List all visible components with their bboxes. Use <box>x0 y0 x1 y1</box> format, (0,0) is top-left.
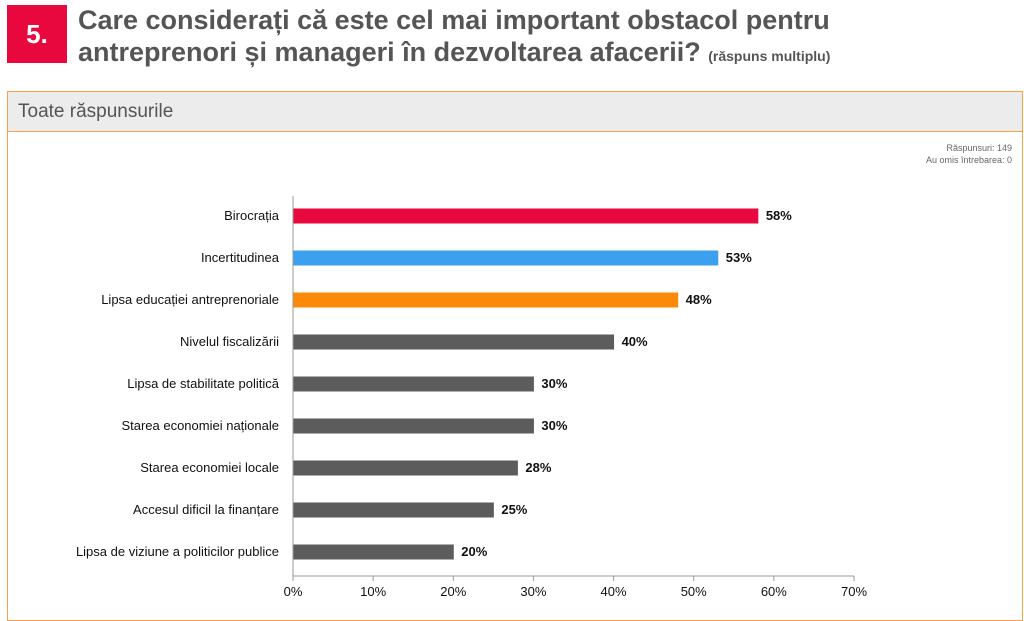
question-number-badge: 5. <box>7 5 67 63</box>
value-label: 20% <box>461 544 487 559</box>
value-label: 30% <box>541 418 567 433</box>
bar <box>293 418 534 434</box>
responses-count: Răspunsuri: 149 <box>946 143 1012 153</box>
value-label: 30% <box>541 376 567 391</box>
category-label: Lipsa de viziune a politicilor publice <box>76 544 279 559</box>
category-label: Starea economiei naționale <box>121 418 279 433</box>
value-label: 28% <box>525 460 551 475</box>
x-tick-label: 60% <box>761 584 787 599</box>
skipped-count: Au omis întrebarea: 0 <box>925 155 1012 165</box>
bar-chart: 0% 10% 20% 30% 40% 50% 60% 70% Birocrația 58% Ince… <box>76 196 867 599</box>
value-label: 40% <box>622 334 648 349</box>
bar <box>293 376 534 392</box>
question-number: 5. <box>26 18 48 49</box>
question-line-2-wrap: antreprenori și manageri în dezvoltarea … <box>78 36 1008 72</box>
category-label: Incertitudinea <box>201 250 280 265</box>
x-tick-label: 50% <box>681 584 707 599</box>
value-label: 25% <box>501 502 527 517</box>
bar <box>293 460 518 476</box>
bar <box>293 292 679 308</box>
panel-header: Toate răspunsurile <box>8 92 1022 132</box>
category-label: Lipsa de stabilitate politică <box>127 376 280 391</box>
bar <box>293 334 615 350</box>
question-line-1: Care considerați că este cel mai importa… <box>78 5 830 35</box>
category-label: Lipsa educației antreprenoriale <box>101 292 279 307</box>
x-tick-label: 70% <box>841 584 867 599</box>
value-label: 48% <box>686 292 712 307</box>
category-label: Birocrația <box>224 208 280 223</box>
x-tick-label: 30% <box>520 584 546 599</box>
bar <box>293 544 454 560</box>
panel-title: Toate răspunsurile <box>18 100 174 122</box>
x-tick-label: 20% <box>440 584 466 599</box>
x-tick-label: 0% <box>284 584 303 599</box>
results-panel: Toate răspunsurile Răspunsuri: 149 Au om… <box>7 91 1023 621</box>
category-label: Nivelul fiscalizării <box>180 334 279 349</box>
response-stats: Răspunsuri: 149 Au omis întrebarea: 0 <box>926 142 1012 166</box>
category-label: Accesul dificil la finanțare <box>133 502 279 517</box>
value-label: 58% <box>766 208 792 223</box>
category-label: Starea economiei locale <box>140 460 279 475</box>
x-tick-label: 10% <box>360 584 386 599</box>
bar <box>293 502 494 518</box>
bar <box>293 250 719 266</box>
question-line-2: antreprenori și manageri în dezvoltarea … <box>78 37 701 67</box>
value-label: 53% <box>726 250 752 265</box>
x-tick-label: 40% <box>601 584 627 599</box>
question-title: Care considerați că este cel mai importa… <box>78 4 1008 72</box>
bar <box>293 208 759 224</box>
question-note: (răspuns multiplu) <box>708 48 831 64</box>
